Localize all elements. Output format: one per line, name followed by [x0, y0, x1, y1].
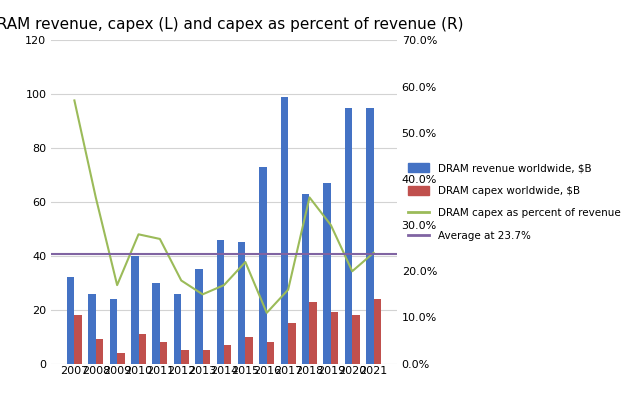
DRAM capex as percent of revenue — [370, 250, 378, 255]
Bar — [117, 353, 125, 364]
DRAM capex as percent of revenue — [327, 223, 335, 227]
Bar — [109, 299, 117, 364]
Bar — [88, 294, 96, 364]
Bar — [203, 350, 210, 364]
Bar — [181, 350, 189, 364]
Bar — [224, 345, 232, 364]
DRAM capex as percent of revenue — [220, 283, 228, 288]
Bar — [131, 256, 138, 364]
Bar — [174, 294, 181, 364]
Bar — [374, 299, 381, 364]
Bar — [267, 342, 274, 364]
Bar — [280, 97, 288, 364]
Bar — [302, 194, 310, 364]
Bar — [288, 323, 296, 364]
DRAM capex as percent of revenue — [134, 232, 142, 237]
Bar — [238, 242, 245, 364]
Bar — [216, 240, 224, 364]
Average at 23.7% — [92, 252, 100, 257]
Bar — [331, 312, 339, 364]
DRAM capex as percent of revenue — [199, 292, 207, 297]
Bar — [67, 278, 74, 364]
DRAM capex as percent of revenue — [177, 278, 185, 283]
Line: DRAM capex as percent of revenue: DRAM capex as percent of revenue — [74, 101, 374, 313]
DRAM capex as percent of revenue — [263, 310, 271, 315]
DRAM capex as percent of revenue — [70, 98, 78, 103]
Bar — [152, 283, 160, 364]
Bar — [160, 342, 168, 364]
Bar — [366, 108, 374, 364]
Bar — [310, 302, 317, 364]
Average at 23.7% — [70, 252, 78, 257]
Legend: DRAM revenue worldwide, $B, DRAM capex worldwide, $B, DRAM capex as percent of r: DRAM revenue worldwide, $B, DRAM capex w… — [408, 163, 620, 241]
Bar — [195, 269, 203, 364]
DRAM capex as percent of revenue — [284, 287, 292, 292]
Title: DRAM revenue, capex (L) and capex as percent of revenue (R): DRAM revenue, capex (L) and capex as per… — [0, 17, 463, 32]
Bar — [74, 315, 82, 364]
DRAM capex as percent of revenue — [113, 283, 121, 288]
Bar — [323, 183, 331, 364]
Bar — [259, 167, 267, 364]
DRAM capex as percent of revenue — [306, 195, 314, 200]
Bar — [245, 337, 253, 364]
DRAM capex as percent of revenue — [156, 236, 164, 241]
DRAM capex as percent of revenue — [348, 269, 356, 274]
Bar — [138, 334, 146, 364]
DRAM capex as percent of revenue — [92, 195, 100, 200]
Bar — [345, 108, 352, 364]
DRAM capex as percent of revenue — [241, 260, 249, 265]
Bar — [96, 339, 103, 364]
Bar — [352, 315, 360, 364]
